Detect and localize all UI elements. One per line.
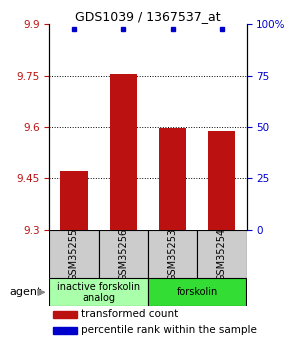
Text: inactive forskolin
analog: inactive forskolin analog <box>57 282 140 303</box>
Bar <box>49 278 148 306</box>
Title: GDS1039 / 1367537_at: GDS1039 / 1367537_at <box>75 10 221 23</box>
Bar <box>53 327 77 334</box>
Text: GSM35256: GSM35256 <box>118 227 128 280</box>
Bar <box>148 278 246 306</box>
Bar <box>99 230 148 278</box>
Text: percentile rank within the sample: percentile rank within the sample <box>81 325 257 335</box>
Text: GSM35255: GSM35255 <box>69 227 79 280</box>
Bar <box>110 74 137 230</box>
Bar <box>60 171 88 230</box>
Bar <box>197 230 246 278</box>
Text: agent: agent <box>10 287 42 297</box>
Bar <box>208 131 235 230</box>
Text: transformed count: transformed count <box>81 309 179 319</box>
Text: GSM35254: GSM35254 <box>217 227 227 280</box>
Text: GSM35253: GSM35253 <box>168 227 177 280</box>
Bar <box>148 230 197 278</box>
Bar <box>159 128 186 230</box>
Bar <box>53 311 77 318</box>
Text: forskolin: forskolin <box>177 287 218 297</box>
Bar <box>49 230 99 278</box>
